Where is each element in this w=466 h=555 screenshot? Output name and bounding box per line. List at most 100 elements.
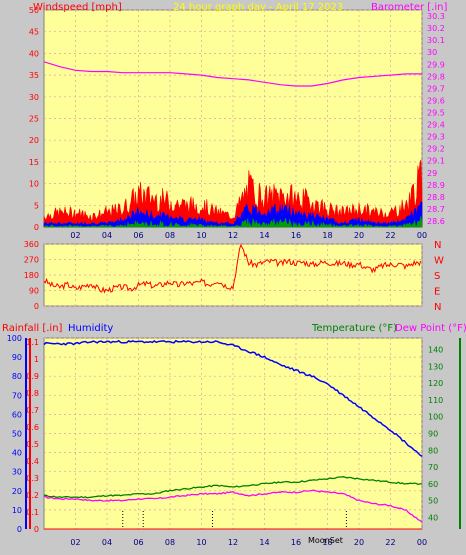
direction-tick-label: 360: [24, 240, 39, 249]
rain-tick-label: 0.2: [26, 491, 39, 500]
x-tick-label: 06: [133, 231, 143, 240]
humidity-tick-label: 90: [12, 353, 22, 362]
wind-tick-label: 0: [34, 223, 39, 232]
temperature-line: [43, 476, 423, 499]
x-tick-label: 18: [322, 231, 332, 240]
barometer-tick-label: 29.7: [427, 84, 445, 93]
x-tick-label: 04: [102, 538, 112, 547]
temperature-grid: [44, 337, 423, 530]
wind-tick-label: 10: [29, 180, 39, 189]
x-tick-label: 00: [417, 538, 427, 547]
humidity-tick-label: 80: [12, 372, 22, 381]
temperature-label: Temperature (°F): [311, 323, 397, 334]
barometer-tick-label: 28.9: [427, 181, 445, 190]
rain-tick-label: 0.6: [26, 423, 39, 432]
x-tick-label: 16: [291, 538, 301, 547]
barometer-tick-label: 29: [427, 169, 437, 178]
x-tick-label: 02: [70, 538, 80, 547]
temp-tick-label: 100: [428, 413, 443, 422]
temp-tick-label: 80: [428, 446, 438, 455]
barometer-tick-label: 29.1: [427, 157, 445, 166]
barometer-tick-label: 30.3: [427, 12, 445, 21]
barometer-tick-label: 29.3: [427, 133, 445, 142]
barometer-tick-label: 28.7: [427, 205, 445, 214]
x-tick-label: 20: [354, 231, 364, 240]
temp-tick-label: 140: [428, 346, 443, 355]
wind-tick-label: 35: [29, 71, 39, 80]
x-tick-label: 08: [165, 231, 175, 240]
moonset-marker-label: MoonSet: [308, 536, 343, 545]
barometer-tick-label: 29.6: [427, 96, 445, 105]
wind-series: [43, 61, 423, 228]
compass-label: N: [434, 240, 441, 251]
rain-tick-label: 1.1: [26, 338, 39, 347]
direction-tick-label: 180: [24, 271, 39, 280]
x-tick-label: 12: [228, 538, 238, 547]
humidity-tick-label: 30: [12, 468, 22, 477]
x-tick-label: 10: [196, 538, 206, 547]
temp-tick-label: 60: [428, 480, 438, 489]
x-tick-label: 20: [354, 538, 364, 547]
temp-tick-label: 50: [428, 497, 438, 506]
humidity-label: Humidity: [68, 323, 113, 334]
humidity-tick-label: 60: [12, 410, 22, 419]
rain-tick-label: 0.4: [26, 457, 39, 466]
rain-tick-label: 0.9: [26, 372, 39, 381]
barometer-tick-label: 28.6: [427, 217, 445, 226]
rain-tick-label: 0.1: [26, 508, 39, 517]
rain-tick-label: 0: [34, 525, 39, 534]
humidity-line: [43, 339, 423, 458]
windspeed-label: Windspeed [mph]: [33, 2, 122, 13]
barometer-tick-label: 29.5: [427, 108, 445, 117]
direction-tick-label: 90: [29, 287, 39, 296]
temp-tick-label: 70: [428, 463, 438, 472]
rain-tick-label: 0.3: [26, 474, 39, 483]
barometer-tick-label: 29.8: [427, 72, 445, 81]
humidity-tick-label: 20: [12, 487, 22, 496]
rain-tick-label: 1: [34, 355, 39, 364]
x-tick-label: 14: [259, 231, 269, 240]
temp-tick-label: 120: [428, 379, 443, 388]
wind-average-area: [43, 201, 423, 228]
humidity-tick-label: 10: [12, 506, 22, 515]
dewpoint-line: [43, 489, 423, 523]
wind-direction-line: [43, 243, 422, 294]
rainfall-label: Rainfall [.in]: [2, 323, 63, 334]
x-tick-label: 02: [70, 231, 80, 240]
barometer-tick-label: 29.9: [427, 60, 445, 69]
direction-grid: [44, 243, 423, 307]
temp-tick-label: 40: [428, 513, 438, 522]
barometer-tick-label: 30.1: [427, 36, 445, 45]
x-tick-label: 10: [196, 231, 206, 240]
x-tick-label: 16: [291, 231, 301, 240]
temp-tick-label: 130: [428, 362, 443, 371]
wind-tick-label: 5: [34, 201, 39, 210]
temperature-axes: 010203040506070809010000.10.20.30.40.50.…: [7, 334, 461, 547]
direction-series: [43, 243, 422, 294]
x-tick-label: 06: [133, 538, 143, 547]
dewpoint-label: Dew Point (°F): [395, 323, 466, 334]
wind-tick-label: 20: [29, 136, 39, 145]
x-tick-label: 22: [385, 231, 395, 240]
x-tick-label: 00: [417, 231, 427, 240]
chart-title: 24 hour graph day - April 17 2023: [173, 2, 343, 13]
direction-tick-label: 0: [34, 302, 39, 311]
rain-tick-label: 0.8: [26, 389, 39, 398]
humidity-tick-label: 70: [12, 391, 22, 400]
temp-tick-label: 110: [428, 396, 443, 405]
x-tick-label: 22: [385, 538, 395, 547]
barometer-tick-label: 29.2: [427, 145, 445, 154]
barometer-tick-label: 30.2: [427, 24, 445, 33]
humidity-tick-label: 100: [7, 334, 22, 343]
temperature-series: [43, 339, 423, 530]
wind-tick-label: 50: [29, 6, 39, 15]
compass-label: N: [434, 302, 441, 313]
x-tick-label: 12: [228, 231, 238, 240]
wind-calm-area: [43, 215, 423, 228]
wind-tick-label: 30: [29, 93, 39, 102]
compass-label: S: [434, 271, 440, 282]
barometer-line: [43, 61, 422, 87]
rain-tick-label: 0.7: [26, 406, 39, 415]
